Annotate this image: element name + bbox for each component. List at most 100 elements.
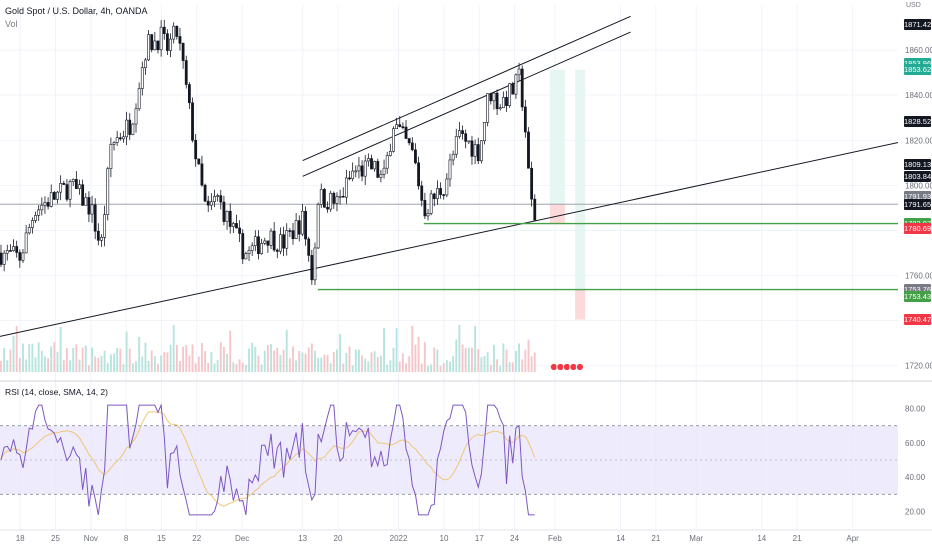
candle-body <box>43 202 47 206</box>
position-boxes[interactable] <box>549 69 586 320</box>
candle-body <box>307 238 311 256</box>
drawing-lines[interactable] <box>0 15 899 337</box>
candle-body <box>370 158 373 170</box>
volume-bar <box>226 353 229 372</box>
volume-bar <box>166 352 169 372</box>
price-tag: 1753.765 <box>904 284 932 296</box>
volume-bar <box>169 344 172 372</box>
volume-bar <box>138 337 141 372</box>
volume-bar <box>163 352 166 372</box>
volume-bar <box>467 347 470 372</box>
volume-bar <box>6 360 9 372</box>
volume-bar <box>266 345 269 372</box>
volume-bar <box>493 344 495 372</box>
channel-line-upper <box>302 15 631 162</box>
candle-body <box>187 84 191 104</box>
volume-bar <box>34 357 37 372</box>
time-tick: 21 <box>793 534 802 543</box>
volume-bar <box>276 347 279 372</box>
rsi-line <box>0 403 535 516</box>
candle-body <box>103 214 107 238</box>
candle-body <box>439 188 442 195</box>
economic-event-icon <box>575 362 584 372</box>
volume-bar <box>379 355 382 372</box>
candle-body <box>319 189 323 205</box>
candle-body <box>257 236 260 255</box>
position-loss-zone <box>549 204 566 224</box>
candle-body <box>420 185 424 201</box>
volume-bar <box>150 350 153 372</box>
candle-body <box>322 189 326 208</box>
price-tag: 1853.965 <box>904 58 932 70</box>
volume-bar <box>461 344 464 372</box>
volume-bar <box>408 356 411 372</box>
candle-body <box>498 107 502 110</box>
volume-bar <box>445 360 448 372</box>
volume-bar <box>12 335 15 372</box>
volume-bar <box>153 356 156 372</box>
rsi-label[interactable]: RSI (14, close, SMA, 14, 2) <box>5 387 108 397</box>
volume-bar <box>204 350 207 372</box>
volume-bar <box>15 326 18 372</box>
candle-body <box>125 119 128 138</box>
volume-bar <box>216 359 219 372</box>
candle-body <box>5 250 9 254</box>
volume-bar <box>22 343 24 372</box>
volume-bar <box>65 348 68 372</box>
volume-bar <box>91 347 93 372</box>
candle-body <box>282 234 285 249</box>
time-tick: 20 <box>334 534 343 543</box>
candle-body <box>2 252 6 265</box>
candle-body <box>90 204 94 215</box>
candle-body <box>166 33 169 51</box>
volume-bar <box>354 349 357 372</box>
volume-bar <box>351 365 354 372</box>
volume-bar <box>511 362 514 372</box>
volume-bar <box>18 358 21 372</box>
candle-body <box>354 170 358 173</box>
candle-body <box>266 240 270 246</box>
candle-body <box>417 162 420 187</box>
candle-body <box>470 140 474 157</box>
volume-bar <box>160 355 163 372</box>
candle-body <box>514 74 518 95</box>
candle-body <box>253 236 257 247</box>
candle-body <box>401 126 405 128</box>
volume-bar <box>254 346 257 372</box>
candle-body <box>9 250 12 252</box>
volume-bar <box>442 363 445 372</box>
time-tick: Nov <box>84 534 98 543</box>
volume-bar <box>59 326 62 372</box>
symbol-title[interactable]: Gold Spot / U.S. Dollar, 4h, OANDA <box>5 6 148 16</box>
volume-bar <box>0 360 2 372</box>
candle-body <box>244 253 248 260</box>
candle-body <box>344 177 348 198</box>
volume-bar <box>207 362 210 372</box>
candle-body <box>169 38 172 51</box>
volume-bar <box>524 349 527 372</box>
time-tick: 21 <box>651 534 660 543</box>
candle-body <box>404 126 408 139</box>
volume-bar <box>213 363 216 372</box>
volume-bar <box>109 354 112 372</box>
volume-bar <box>229 330 232 372</box>
candle-body <box>395 124 399 130</box>
candle-body <box>71 179 75 182</box>
candle-body <box>18 252 22 261</box>
event-markers[interactable] <box>549 362 584 372</box>
candle-body <box>213 196 216 203</box>
candle-body <box>15 246 19 253</box>
candle-body <box>34 215 37 221</box>
volume-bar <box>257 355 260 372</box>
time-tick: 2022 <box>390 534 408 543</box>
candle-body <box>508 83 512 106</box>
candle-body <box>150 34 154 51</box>
candle-body <box>172 25 176 40</box>
volume-bar <box>304 353 307 372</box>
candle-body <box>501 97 505 109</box>
candle-body <box>297 220 301 235</box>
candle-body <box>376 161 380 178</box>
candle-body <box>520 68 524 108</box>
candle-body <box>335 196 339 204</box>
